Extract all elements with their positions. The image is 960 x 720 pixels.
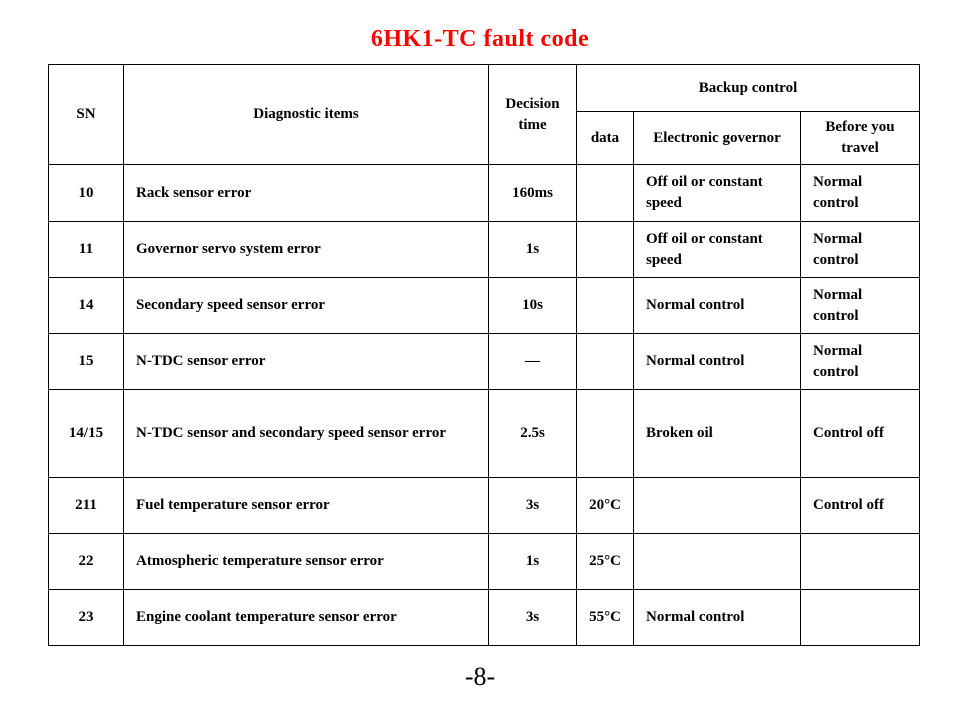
table-row: 23 Engine coolant temperature sensor erro… — [48, 589, 921, 646]
cell-governor: Normal control — [633, 333, 801, 390]
cell-travel: Normal control — [799, 221, 921, 278]
cell-sn: 23 — [48, 589, 124, 646]
cell-data: 20°C — [576, 477, 634, 534]
cell-travel: Normal control — [799, 277, 921, 334]
cell-travel: Normal control — [799, 164, 921, 222]
table-row: 15 N-TDC sensor error — Normal control Norma… — [48, 333, 921, 390]
cell-governor: Broken oil — [633, 389, 801, 478]
header-electronic-governor: Electronic governor — [633, 111, 801, 165]
table-row: 14 Secondary speed sensor error 10s Normal … — [48, 277, 921, 334]
header-data: data — [576, 111, 634, 165]
header-before-you-travel: Before you travel — [799, 111, 921, 165]
table-row: 211 Fuel temperature sensor error 3s 20°C Co… — [48, 477, 921, 534]
cell-governor: Off oil or constant speed — [633, 164, 801, 222]
cell-item: Rack sensor error — [123, 164, 489, 222]
cell-data — [576, 277, 634, 334]
header-backup-control: Backup control — [575, 64, 921, 112]
cell-data: 55°C — [576, 589, 634, 646]
cell-sn: 11 — [48, 221, 124, 278]
cell-sn: 22 — [48, 533, 124, 590]
table-row: 10 Rack sensor error 160ms Off oil or const… — [48, 164, 921, 222]
cell-time: 3s — [488, 589, 577, 646]
cell-governor: Off oil or constant speed — [633, 221, 801, 278]
cell-time: 10s — [488, 277, 577, 334]
cell-time: 2.5s — [488, 389, 577, 478]
cell-time: 3s — [488, 477, 577, 534]
cell-item: Atmospheric temperature sensor error — [123, 533, 489, 590]
page-title: 6HK1-TC fault code — [370, 26, 590, 52]
cell-governor: Normal control — [633, 277, 801, 334]
header-sn: SN — [48, 64, 124, 165]
cell-time: 1s — [488, 533, 577, 590]
cell-item: N-TDC sensor error — [123, 333, 489, 390]
cell-data — [576, 221, 634, 278]
cell-governor — [633, 477, 801, 534]
fault-code-table: SN Diagnostic items Decision time Backup… — [48, 64, 921, 646]
cell-governor — [633, 533, 801, 590]
cell-governor: Normal control — [633, 589, 801, 646]
cell-travel: Normal control — [799, 333, 921, 390]
cell-time: — — [488, 333, 577, 390]
cell-data — [576, 164, 634, 222]
table-row: 22 Atmospheric temperature sensor error 1s… — [48, 533, 921, 590]
header-decision-time: Decision time — [488, 64, 577, 165]
cell-item: Engine coolant temperature sensor error — [123, 589, 489, 646]
cell-sn: 14/15 — [48, 389, 124, 478]
cell-data: 25°C — [576, 533, 634, 590]
cell-travel — [799, 533, 921, 590]
cell-sn: 15 — [48, 333, 124, 390]
cell-item: Secondary speed sensor error — [123, 277, 489, 334]
cell-time: 1s — [488, 221, 577, 278]
table-header: SN Diagnostic items Decision time Backup… — [48, 64, 921, 165]
table-row: 11 Governor servo system error 1s Off oil o… — [48, 221, 921, 278]
cell-sn: 10 — [48, 164, 124, 222]
cell-travel: Control off — [799, 477, 921, 534]
cell-item: Fuel temperature sensor error — [123, 477, 489, 534]
header-diagnostic-items: Diagnostic items — [123, 64, 489, 165]
cell-sn: 14 — [48, 277, 124, 334]
cell-item: N-TDC sensor and secondary speed sensor … — [123, 389, 489, 478]
cell-item: Governor servo system error — [123, 221, 489, 278]
table-row: 14/15 N-TDC sensor and secondary speed se… — [48, 389, 921, 478]
cell-data — [576, 389, 634, 478]
table-body: 10 Rack sensor error 160ms Off oil or const… — [48, 164, 921, 646]
cell-sn: 211 — [48, 477, 124, 534]
cell-travel: Control off — [799, 389, 921, 478]
cell-travel — [799, 589, 921, 646]
page-number: -8- — [464, 662, 496, 691]
cell-time: 160ms — [488, 164, 577, 222]
cell-data — [576, 333, 634, 390]
